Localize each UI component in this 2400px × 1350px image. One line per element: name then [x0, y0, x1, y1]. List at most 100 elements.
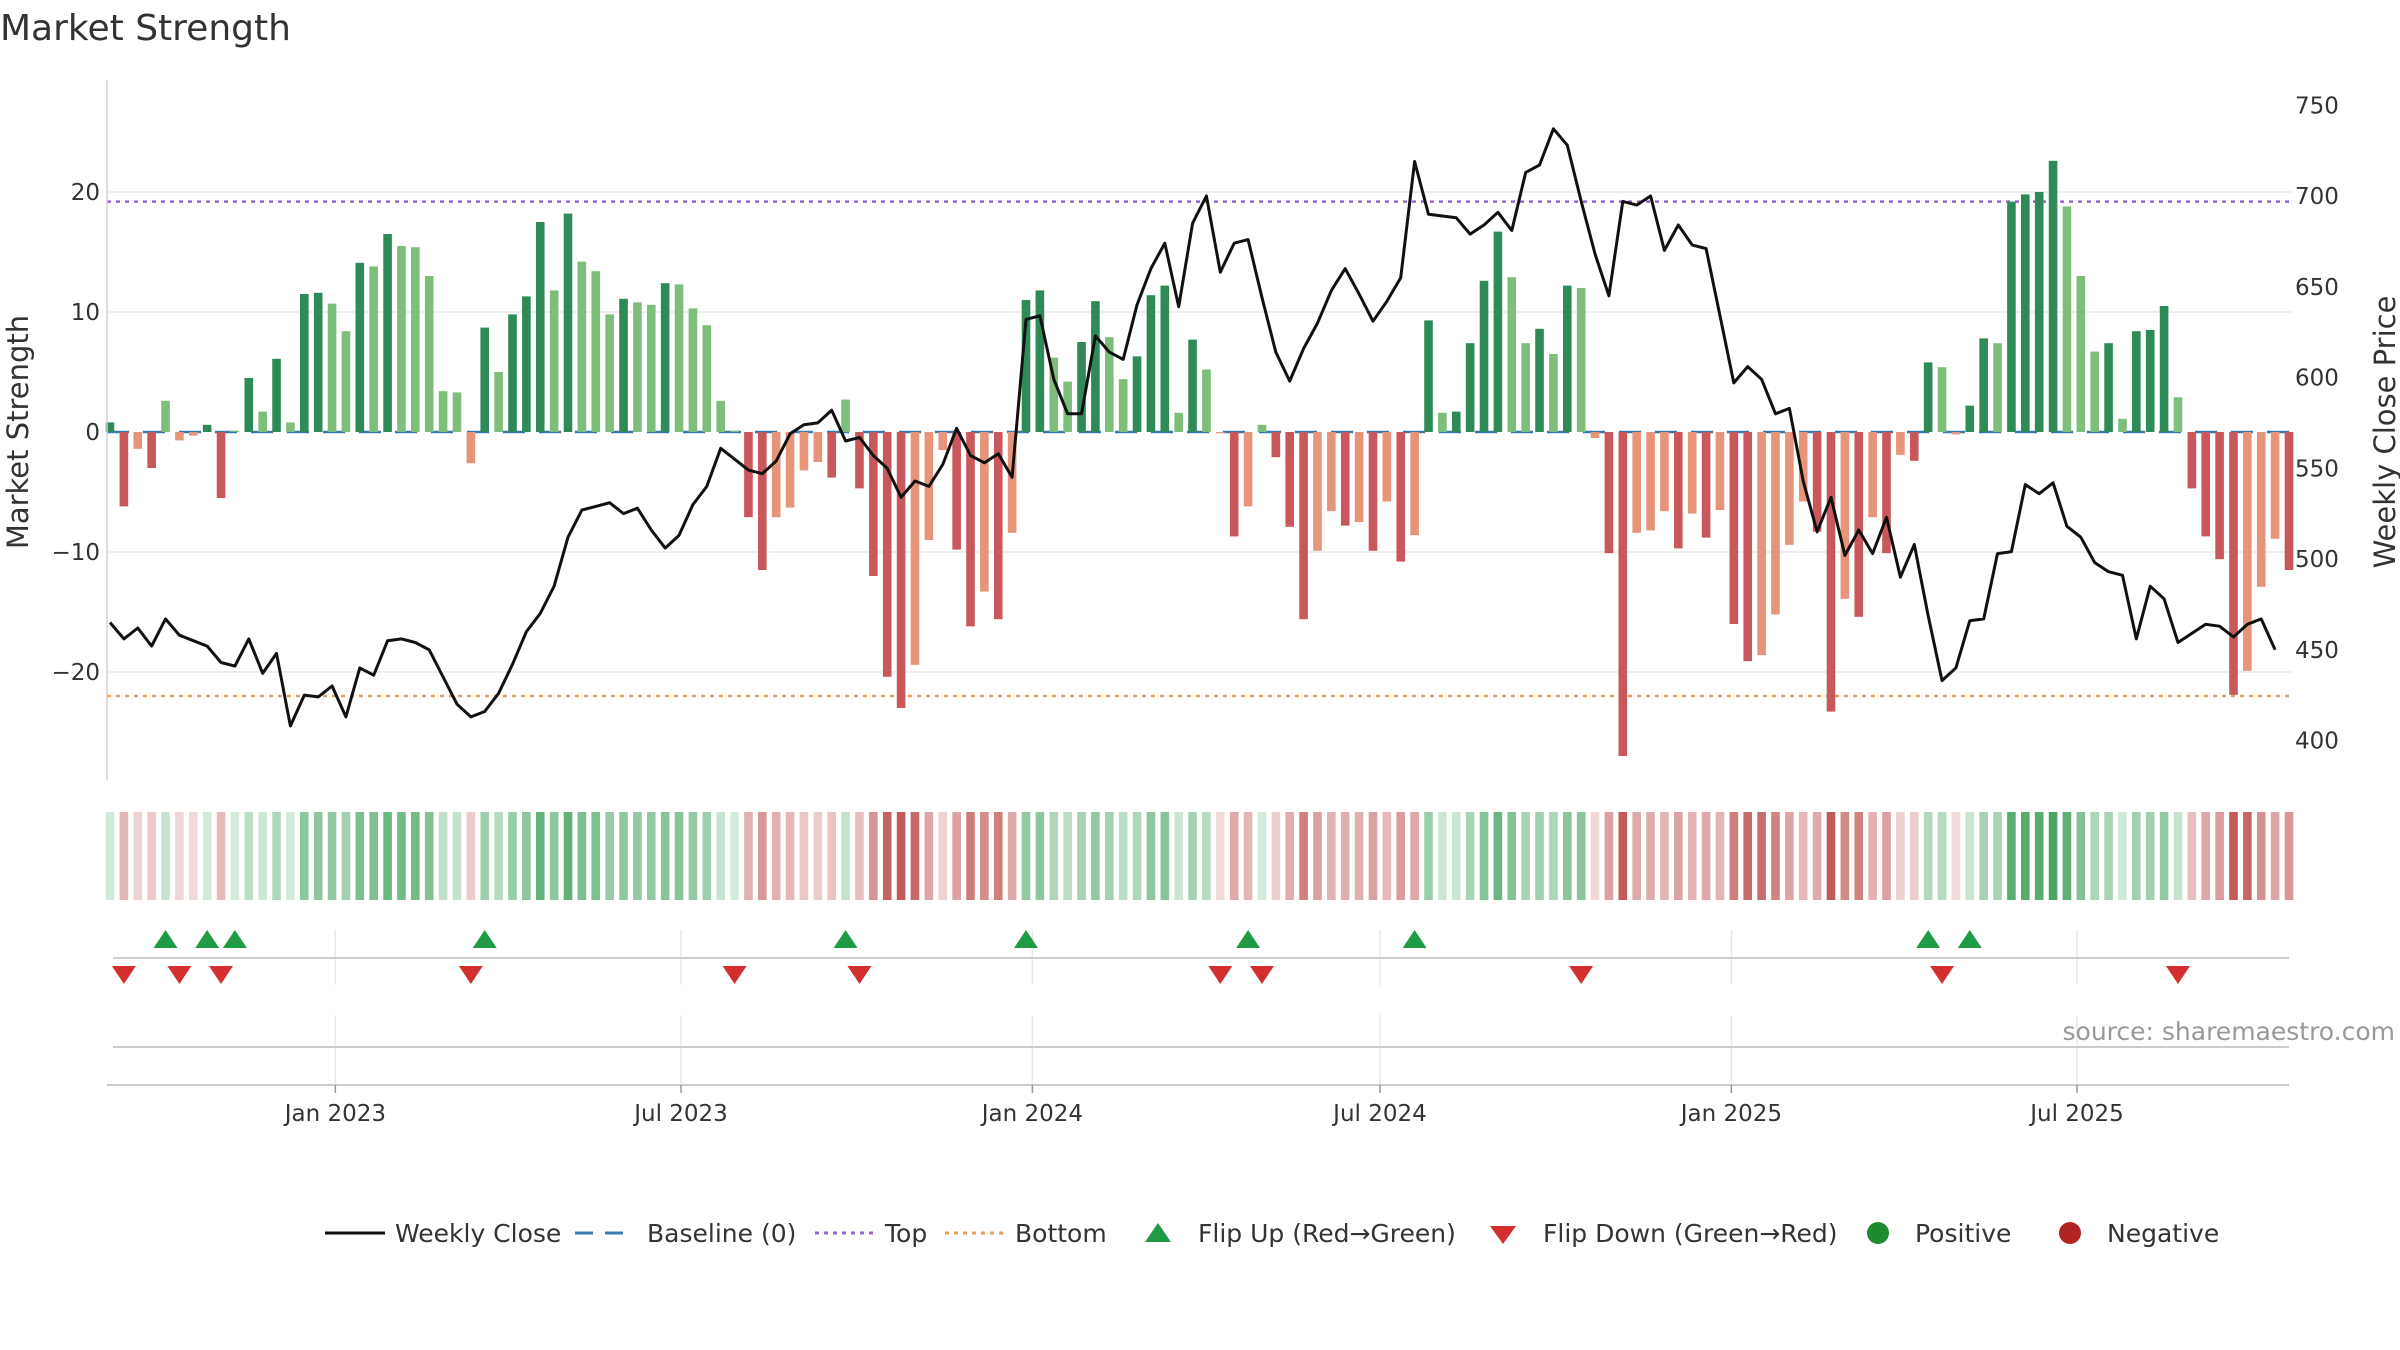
heat-cell	[1216, 812, 1225, 900]
strength-bar	[1951, 432, 1961, 435]
strength-heat-strip	[105, 812, 2294, 900]
strength-bar	[424, 276, 434, 432]
heat-cell	[133, 812, 143, 900]
heat-cell	[646, 812, 656, 900]
heat-cell	[1091, 812, 1100, 900]
heat-cell	[1313, 812, 1322, 900]
heat-cell	[2187, 812, 2197, 900]
heat-cell	[855, 812, 864, 900]
strength-bar	[2173, 397, 2183, 432]
strength-bar	[452, 392, 462, 432]
strength-bar	[1729, 432, 1739, 624]
flip-down-marker	[1208, 966, 1233, 984]
strength-bar	[2104, 343, 2113, 432]
y2-axis-title: Weekly Close Price	[2368, 296, 2400, 569]
strength-bar	[188, 432, 198, 436]
heat-cell	[300, 812, 309, 900]
strength-bar	[1632, 432, 1641, 533]
strength-bar	[1549, 354, 1558, 432]
strength-bar	[508, 314, 517, 432]
price-line-layer	[108, 127, 2277, 728]
heat-cell	[522, 812, 531, 900]
heat-cell	[1923, 812, 1933, 900]
heat-cell	[1854, 812, 1864, 900]
strength-bar	[1007, 432, 1017, 533]
strength-bar	[952, 432, 961, 550]
y-tick-label: −10	[51, 540, 100, 566]
heat-cell	[1451, 812, 1461, 900]
heat-cell	[563, 812, 573, 900]
heat-cell	[494, 812, 503, 900]
strength-bar	[147, 432, 156, 468]
strength-bar	[827, 432, 837, 478]
y2-tick-label: 500	[2295, 547, 2339, 573]
strength-bar	[869, 432, 878, 576]
heat-cell	[216, 812, 226, 900]
strength-bar	[1160, 285, 1170, 432]
heat-cell	[411, 812, 420, 900]
y2-tick-label: 550	[2295, 456, 2339, 482]
strength-bar	[674, 284, 684, 432]
flip-down-marker	[1930, 966, 1955, 984]
strength-bar	[2270, 432, 2280, 539]
heat-cell	[1993, 812, 2002, 900]
strength-bar	[1104, 337, 1114, 432]
strength-bar	[980, 432, 989, 592]
heat-cell	[313, 812, 323, 900]
heat-cell	[1493, 812, 1503, 900]
y-tick-label: 0	[85, 420, 100, 446]
flip-up-marker	[833, 930, 858, 948]
heat-cell	[1937, 812, 1947, 900]
legend-positive-icon	[1867, 1222, 1889, 1244]
heat-cell	[993, 812, 1003, 900]
date-axis: Jan 2023 Jul 2023 Jan 2024 Jul 2024 Jan 2025…	[107, 1084, 2289, 1127]
heat-cell	[1063, 812, 1072, 900]
strength-bar	[1660, 432, 1669, 512]
flip-down-marker	[1249, 966, 1274, 984]
heat-cell	[1521, 812, 1530, 900]
strength-bar	[2020, 194, 2030, 432]
strength-bar	[1715, 432, 1725, 510]
heat-cell	[938, 812, 948, 900]
heat-cell	[1715, 812, 1725, 900]
strength-bar	[244, 378, 254, 432]
heat-cell	[2090, 812, 2099, 900]
strength-bar	[1604, 432, 1614, 554]
strength-bar	[1771, 432, 1780, 615]
strength-bar	[855, 432, 864, 489]
flip-up-marker	[222, 930, 247, 948]
heat-cell	[813, 812, 823, 900]
strength-bar	[1382, 432, 1392, 502]
strength-bar	[1188, 339, 1197, 432]
heat-cell	[730, 812, 739, 900]
strength-bar	[1757, 432, 1766, 656]
strength-bar	[1882, 432, 1891, 554]
strength-bar	[1271, 432, 1281, 458]
legend-item: Negative	[2059, 1219, 2219, 1248]
strength-bar	[744, 432, 753, 518]
heat-cell	[549, 812, 559, 900]
heat-cell	[1979, 812, 1988, 900]
heat-cell	[327, 812, 337, 900]
heat-cell	[1826, 812, 1836, 900]
strength-bar	[494, 372, 503, 432]
strength-bar	[1313, 432, 1322, 551]
heat-cell	[2201, 812, 2211, 900]
legend-flip-down-icon	[1490, 1226, 1516, 1244]
source-label: source: sharemaestro.com	[2063, 1017, 2396, 1046]
date-tick-label: Jul 2025	[2028, 1101, 2124, 1127]
heat-cell	[1188, 812, 1197, 900]
heat-cell	[688, 812, 698, 900]
strength-bar	[1049, 357, 1059, 432]
heat-cell	[1132, 812, 1142, 900]
heat-cell	[2270, 812, 2280, 900]
heat-cell	[2284, 812, 2294, 900]
strength-bar	[355, 262, 365, 432]
heat-cell	[369, 812, 379, 900]
strength-bar	[327, 303, 337, 432]
strength-bar	[882, 432, 892, 677]
heat-cell	[702, 812, 712, 900]
heat-cell	[424, 812, 434, 900]
strength-bar	[2145, 330, 2155, 432]
